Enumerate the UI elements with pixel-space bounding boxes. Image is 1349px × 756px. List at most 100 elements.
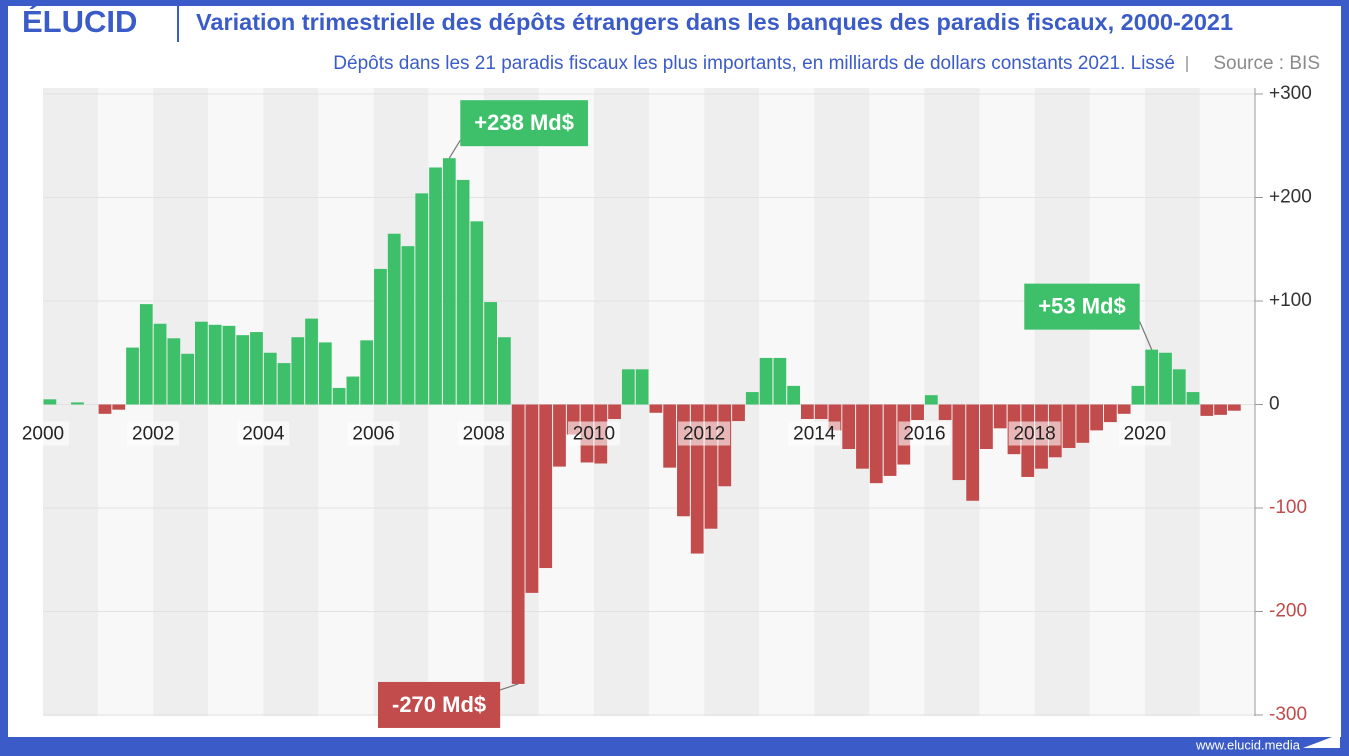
bar (442, 158, 456, 405)
x-tick-backing (678, 421, 731, 446)
chart-title: Variation trimestrielle des dépôts étran… (196, 9, 1233, 35)
bar (759, 357, 773, 405)
bar (842, 404, 856, 450)
bar (787, 385, 800, 405)
bar (126, 347, 139, 405)
bar (291, 337, 305, 405)
x-tick-label: 2020 (1124, 424, 1166, 445)
x-tick-backing (1008, 421, 1061, 446)
website: www.elucid.media (1195, 737, 1301, 752)
x-tick-label: 2014 (793, 424, 836, 445)
bar (856, 404, 869, 469)
bar (332, 387, 346, 405)
bar (745, 392, 759, 405)
bar (608, 404, 621, 419)
bar (1131, 385, 1145, 405)
bar (71, 402, 84, 405)
y-tick-label: +300 (1269, 83, 1312, 104)
x-tick-label: 2000 (22, 424, 64, 445)
y-tick-label: +200 (1269, 187, 1312, 208)
annotation-leader (448, 139, 461, 159)
bar (277, 363, 291, 405)
bar (869, 404, 883, 484)
bar (263, 352, 277, 405)
bar (484, 302, 497, 405)
year-band (649, 88, 705, 716)
bar (980, 404, 993, 450)
x-tick-backing (237, 421, 290, 446)
bar (511, 404, 525, 684)
x-tick-backing (898, 421, 951, 446)
bar (498, 337, 511, 405)
bar (1159, 352, 1172, 405)
x-tick-backing (457, 421, 510, 446)
x-tick-backing (1118, 421, 1171, 446)
bar (222, 325, 236, 405)
subtitle: Dépôts dans les 21 paradis fiscaux les p… (333, 53, 1175, 74)
y-tick-label: -200 (1269, 601, 1307, 622)
bar (1076, 404, 1090, 443)
bar (1172, 369, 1186, 405)
bar (139, 304, 153, 405)
bar (621, 369, 635, 405)
year-band (814, 88, 870, 716)
annotation-label: -270 Md$ (392, 692, 486, 717)
bar (250, 332, 263, 405)
bar (911, 404, 924, 421)
bar (924, 395, 938, 405)
bar (649, 404, 663, 413)
bar (663, 404, 677, 468)
x-tick-label: 2004 (242, 424, 285, 445)
bar (112, 404, 126, 410)
bar (1145, 349, 1159, 405)
bar (456, 179, 470, 405)
year-band (1034, 88, 1090, 716)
bar (1090, 404, 1103, 431)
bar (346, 376, 360, 405)
annotation-box (1024, 283, 1140, 330)
bar (1062, 404, 1076, 448)
bar (387, 233, 401, 405)
annotation-leader (499, 683, 519, 691)
x-tick-label: 2016 (903, 424, 945, 445)
bar (181, 353, 194, 405)
source: Source : BIS (1213, 53, 1320, 74)
bar (801, 404, 814, 419)
bar (993, 404, 1007, 429)
bar (195, 321, 208, 405)
annotation-box (378, 681, 501, 728)
plot: +300 +200 +100 0 -100 -200 -300 2000 2002 2004 200… (17, 83, 1312, 728)
x-tick-backing (788, 421, 841, 446)
bar (938, 404, 952, 421)
bar (167, 338, 181, 405)
footer-mark (1303, 734, 1340, 748)
bar (1117, 404, 1131, 414)
year-band (869, 88, 925, 716)
bar (305, 318, 318, 405)
bar (883, 404, 897, 476)
bar (374, 268, 387, 405)
bar (360, 340, 374, 405)
annotation-box (460, 100, 588, 147)
bar (814, 404, 828, 419)
bar (429, 167, 442, 405)
y-tick-label: +100 (1269, 290, 1312, 311)
x-tick-label: 2002 (132, 424, 174, 445)
bar (539, 404, 553, 569)
x-tick-label: 2018 (1013, 424, 1055, 445)
bar (43, 399, 57, 405)
bar (153, 323, 167, 405)
annotation-label: +238 Md$ (474, 110, 574, 135)
x-tick-backing (347, 421, 400, 446)
bar (98, 404, 112, 414)
x-tick-label: 2010 (573, 424, 615, 445)
x-tick-label: 2008 (463, 424, 505, 445)
x-tick-backing (567, 421, 620, 446)
annotation-label: +53 Md$ (1038, 293, 1125, 318)
bar (1186, 392, 1200, 405)
bar (952, 404, 966, 481)
bar (966, 404, 980, 501)
bar (318, 342, 332, 405)
